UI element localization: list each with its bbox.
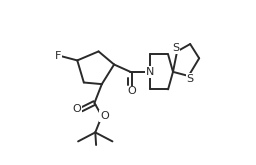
Text: O: O	[73, 104, 81, 115]
Text: O: O	[100, 111, 109, 121]
Text: S: S	[172, 43, 179, 53]
Text: O: O	[127, 86, 136, 97]
Text: F: F	[55, 51, 62, 61]
Text: S: S	[187, 74, 194, 84]
Text: N: N	[146, 67, 154, 77]
